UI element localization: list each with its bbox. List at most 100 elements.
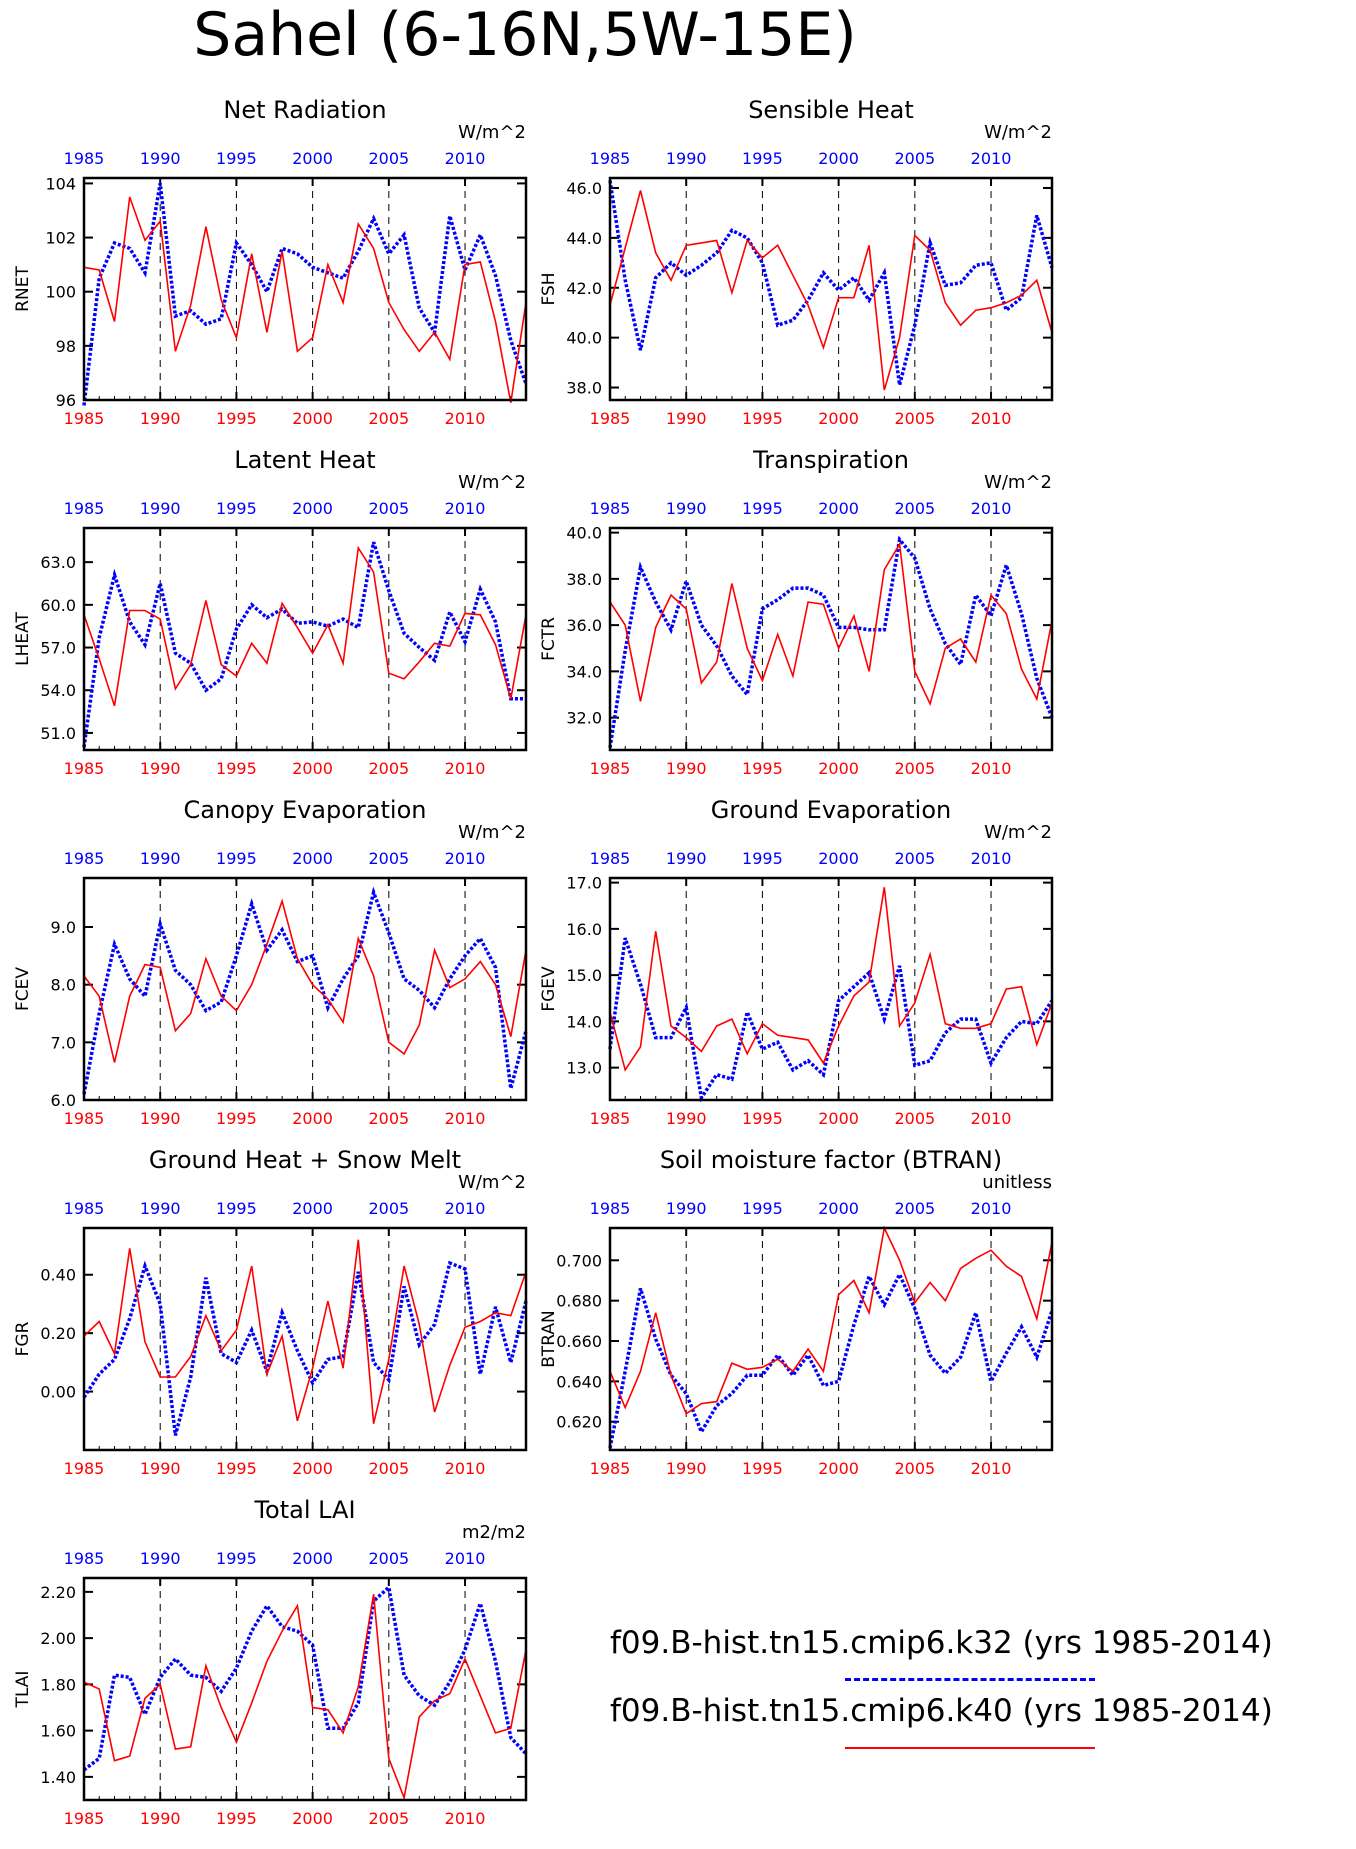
panel-frame — [608, 176, 1054, 402]
x-tick-label-top: 1985 — [590, 849, 631, 868]
x-tick-label-top: 2005 — [368, 149, 409, 168]
y-tick-label: 15.0 — [566, 966, 602, 985]
y-tick-label: 16.0 — [566, 920, 602, 939]
x-tick-label-top: 1995 — [742, 499, 783, 518]
x-tick-label-top: 1985 — [64, 149, 105, 168]
x-tick-label-top: 1990 — [140, 849, 181, 868]
x-tick-label-top: 1990 — [140, 149, 181, 168]
x-tick-label-top: 2010 — [971, 1199, 1012, 1218]
panel-title: Transpiration — [752, 446, 909, 474]
y-tick-label: 7.0 — [51, 1033, 76, 1052]
x-tick-label-bottom: 2010 — [445, 1809, 486, 1828]
x-tick-label-top: 1990 — [666, 849, 707, 868]
panel-units: W/m^2 — [458, 472, 526, 493]
series-line-k40 — [609, 541, 1053, 707]
series-line-k32 — [608, 180, 1054, 386]
x-tick-label-top: 1995 — [216, 849, 257, 868]
x-tick-label-top: 2005 — [894, 499, 935, 518]
x-tick-label-bottom: 1985 — [64, 759, 105, 778]
legend-label-k40: f09.B-hist.tn15.cmip6.k40 (yrs 1985-2014… — [610, 1693, 1273, 1729]
y-tick-label: 63.0 — [40, 553, 76, 572]
y-tick-label: 40.0 — [566, 524, 602, 543]
y-tick-label: 51.0 — [40, 724, 76, 743]
series-line-k32 — [82, 886, 528, 1095]
legend-swatch-k32 — [845, 1678, 1095, 1681]
x-tick-label-bottom: 1995 — [742, 1109, 783, 1128]
panel-frame — [82, 176, 528, 402]
x-tick-label-top: 2010 — [971, 499, 1012, 518]
legend: f09.B-hist.tn15.cmip6.k32 (yrs 1985-2014… — [600, 1615, 1350, 1765]
panel-title: Sensible Heat — [748, 96, 914, 124]
x-tick-label-top: 2005 — [368, 849, 409, 868]
x-tick-label-bottom: 1995 — [216, 1459, 257, 1478]
series-line-k40 — [83, 1239, 527, 1424]
x-tick-label-bottom: 1990 — [140, 1109, 181, 1128]
panel-frame — [82, 876, 528, 1102]
y-tick-label: 40.0 — [566, 329, 602, 348]
panel-units: W/m^2 — [984, 822, 1052, 843]
x-tick-label-bottom: 2000 — [292, 1109, 333, 1128]
panel-title: Canopy Evaporation — [184, 796, 427, 824]
x-tick-label-bottom: 1990 — [140, 759, 181, 778]
y-tick-label: 98 — [56, 337, 76, 356]
x-tick-label-top: 1985 — [590, 1199, 631, 1218]
y-tick-label: 14.0 — [566, 1012, 602, 1031]
panel-frame — [82, 1576, 528, 1802]
chart-panel-fcev: Canopy Evaporation W/m^2 1985 1985 1990 1990 1… — [13, 796, 528, 1128]
chart-panel-fctr: Transpiration W/m^2 1985 1985 1990 1990 1995 19… — [539, 446, 1054, 778]
x-tick-label-top: 2005 — [368, 499, 409, 518]
x-tick-label-bottom: 2005 — [368, 759, 409, 778]
x-tick-label-bottom: 2005 — [894, 1459, 935, 1478]
x-tick-label-bottom: 1985 — [590, 1109, 631, 1128]
x-tick-label-top: 2000 — [818, 1199, 859, 1218]
y-tick-label: 0.00 — [40, 1383, 76, 1402]
y-tick-label: 0.20 — [40, 1324, 76, 1343]
y-tick-label: 34.0 — [566, 662, 602, 681]
x-tick-label-bottom: 1985 — [64, 1109, 105, 1128]
panel-title: Ground Evaporation — [711, 796, 951, 824]
x-tick-label-top: 2000 — [292, 499, 333, 518]
panel-units: m2/m2 — [462, 1522, 526, 1543]
x-tick-label-bottom: 1990 — [666, 1459, 707, 1478]
x-tick-label-top: 2010 — [445, 499, 486, 518]
series-line-k32 — [82, 183, 528, 406]
x-tick-label-bottom: 1995 — [742, 409, 783, 428]
x-tick-label-top: 2005 — [894, 149, 935, 168]
series-line-k32 — [82, 541, 526, 748]
x-tick-label-top: 1985 — [590, 149, 631, 168]
x-tick-label-top: 2010 — [971, 849, 1012, 868]
x-tick-label-top: 2000 — [818, 149, 859, 168]
x-tick-label-top: 2000 — [818, 849, 859, 868]
x-tick-label-top: 1995 — [216, 499, 257, 518]
y-tick-label: 32.0 — [566, 709, 602, 728]
y-tick-label: 57.0 — [40, 639, 76, 658]
x-tick-label-top: 1995 — [742, 149, 783, 168]
y-tick-label: 1.40 — [40, 1768, 76, 1787]
y-tick-label: 46.0 — [566, 179, 602, 198]
x-tick-label-bottom: 1990 — [140, 409, 181, 428]
series-line-k40 — [83, 196, 527, 403]
panel-title: Ground Heat + Snow Melt — [149, 1146, 461, 1174]
x-tick-label-bottom: 2005 — [894, 409, 935, 428]
series-line-k40 — [609, 190, 1053, 391]
x-tick-label-top: 2000 — [292, 1549, 333, 1568]
series-line-k40 — [83, 545, 527, 707]
x-tick-label-top: 2010 — [445, 1199, 486, 1218]
x-tick-label-top: 1985 — [590, 499, 631, 518]
x-tick-label-top: 1990 — [666, 1199, 707, 1218]
x-tick-label-bottom: 2010 — [445, 1109, 486, 1128]
x-tick-label-top: 1990 — [140, 499, 181, 518]
y-tick-label: 60.0 — [40, 596, 76, 615]
x-tick-label-top: 2010 — [971, 149, 1012, 168]
x-tick-label-bottom: 2010 — [445, 1459, 486, 1478]
x-tick-label-bottom: 2010 — [971, 1109, 1012, 1128]
x-tick-label-top: 2010 — [445, 1549, 486, 1568]
y-tick-label: 100 — [45, 283, 76, 302]
y-tick-label: 42.0 — [566, 279, 602, 298]
panel-units: W/m^2 — [458, 822, 526, 843]
x-tick-label-bottom: 2005 — [894, 1109, 935, 1128]
x-tick-label-bottom: 1995 — [216, 759, 257, 778]
x-tick-label-bottom: 1995 — [742, 1459, 783, 1478]
x-tick-label-top: 2005 — [894, 849, 935, 868]
